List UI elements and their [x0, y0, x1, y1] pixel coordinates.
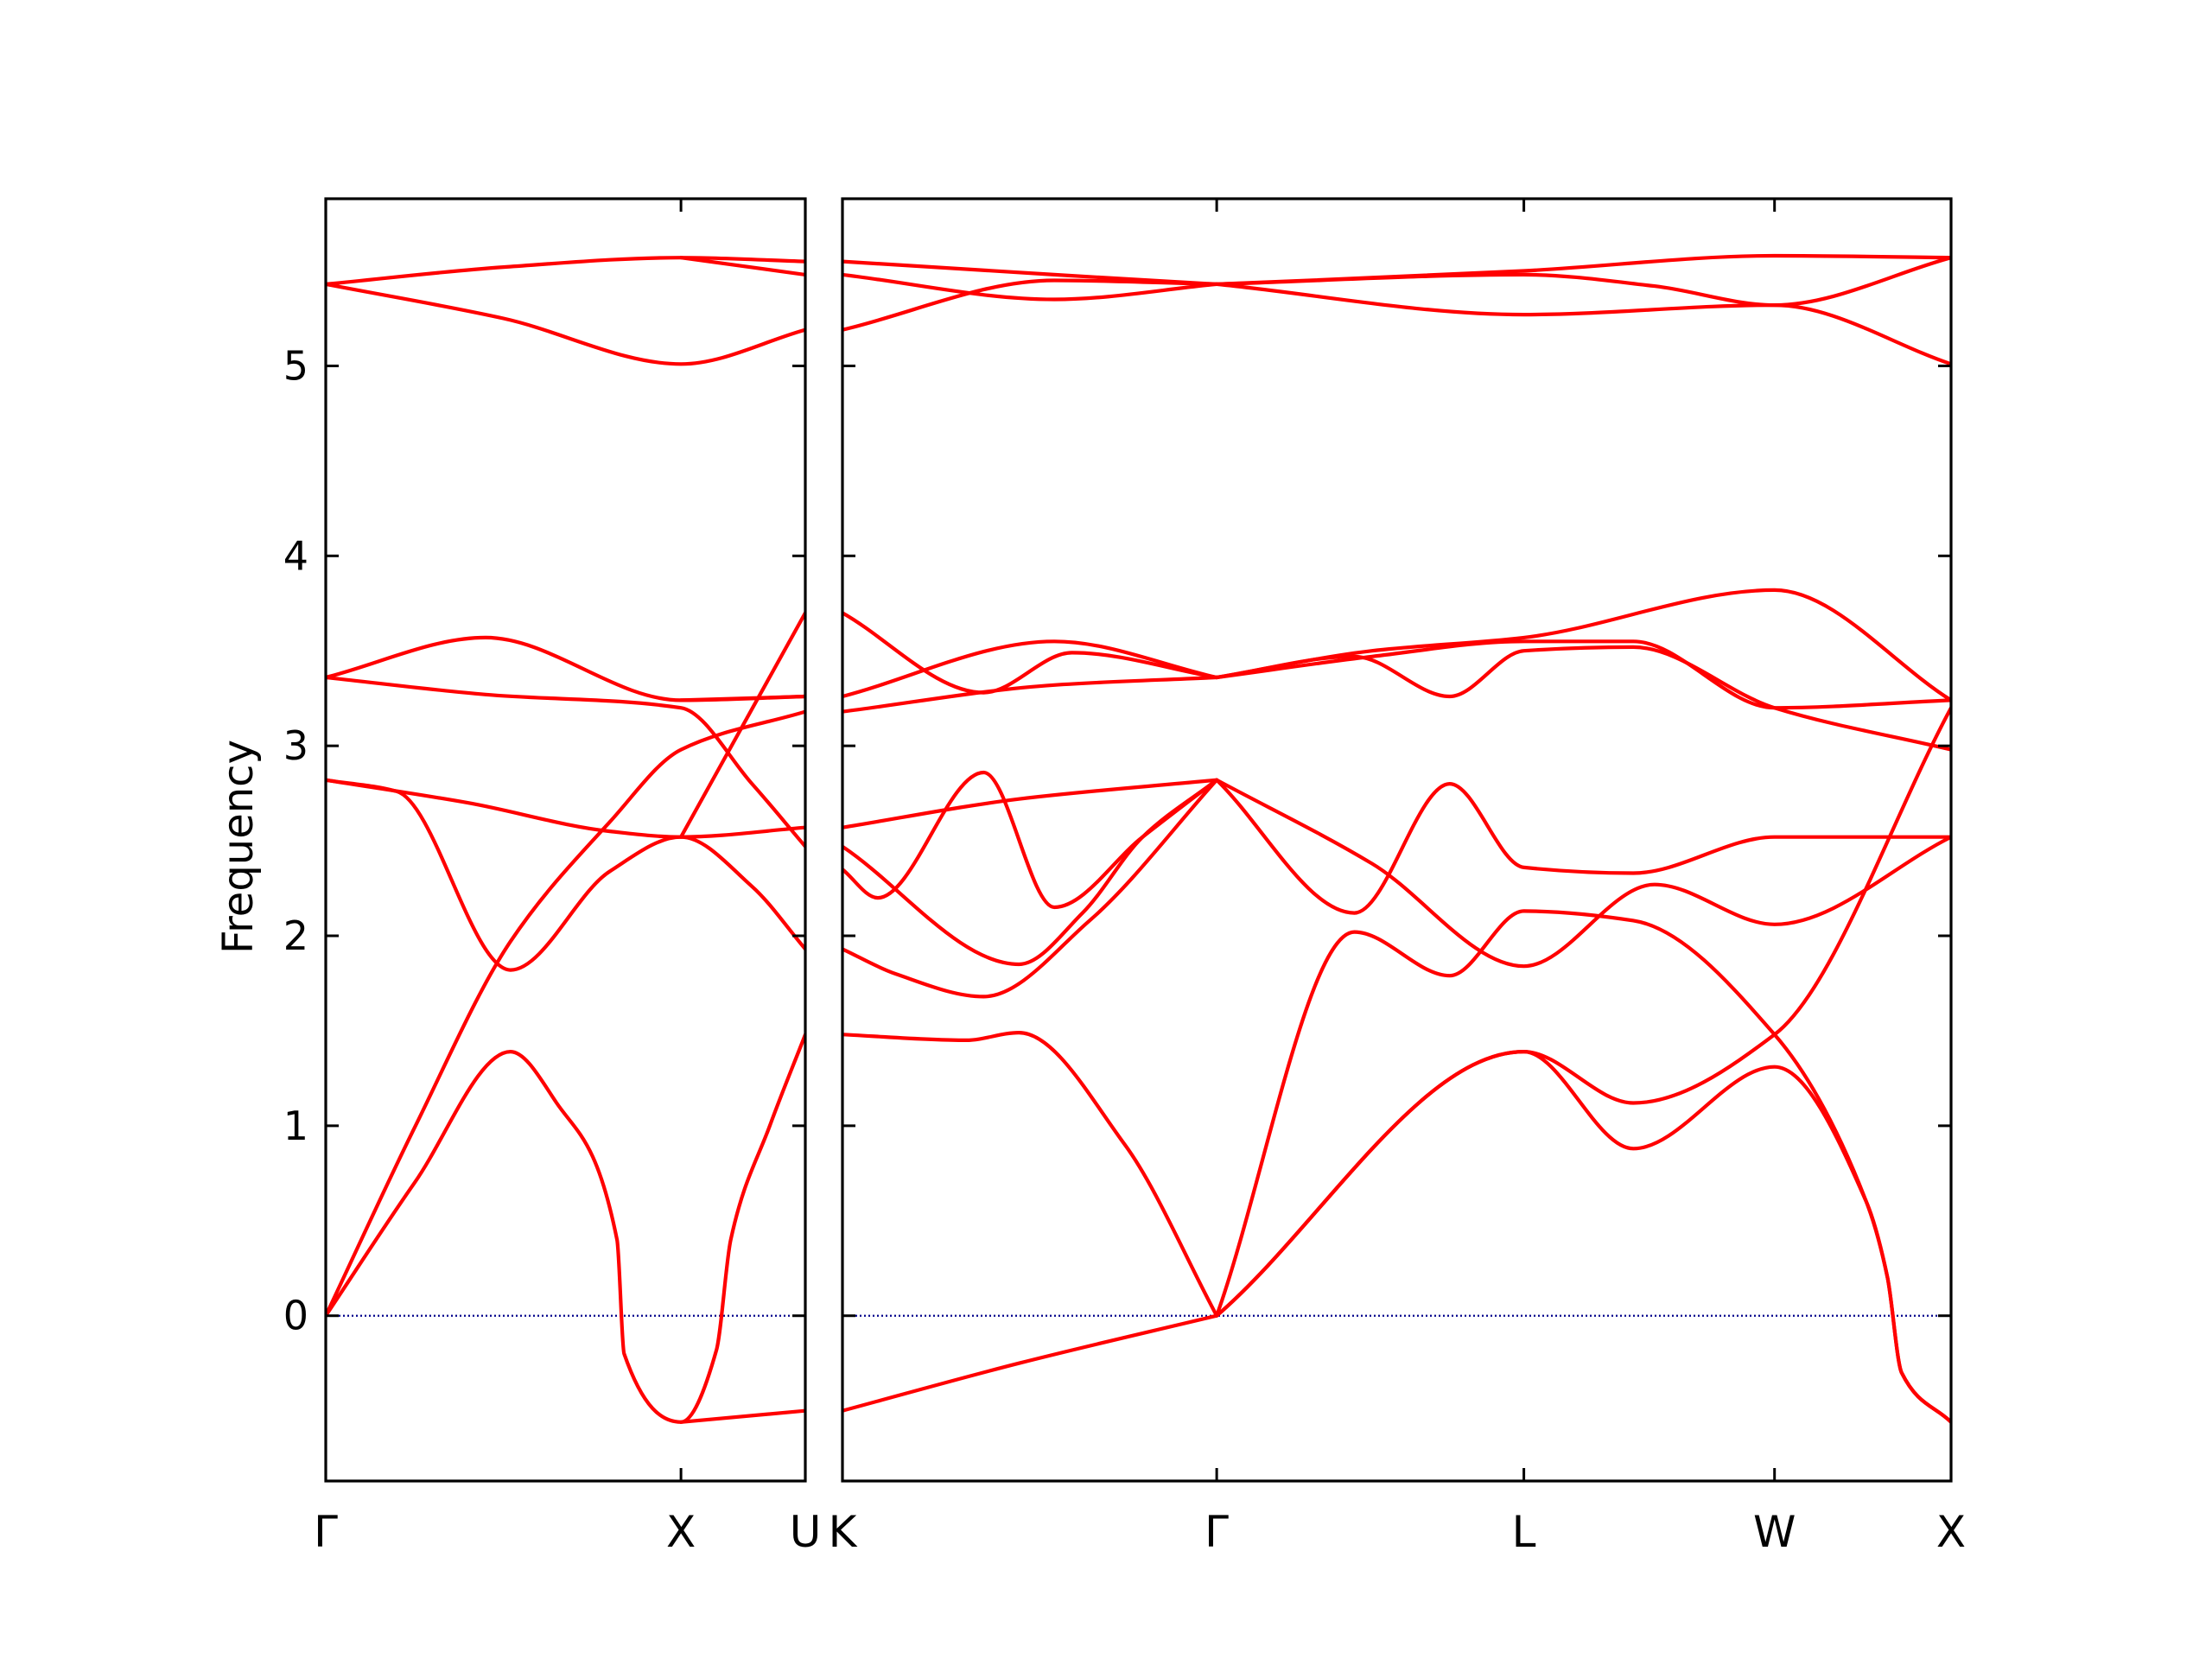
band-line — [679, 694, 805, 702]
band-line — [1215, 645, 1951, 752]
band-line — [679, 611, 805, 839]
band-line — [326, 282, 805, 366]
band-line — [1215, 706, 1951, 1318]
x-tick-label: L — [1512, 1507, 1536, 1557]
band-line — [1215, 909, 1951, 1424]
x-tick-label: K — [829, 1507, 858, 1557]
band-line — [326, 256, 805, 286]
x-tick-label: Γ — [1205, 1507, 1229, 1557]
y-axis-label: Frequency — [214, 740, 263, 954]
band-lines — [842, 253, 1951, 1424]
x-tick-label: U — [790, 1507, 822, 1557]
y-tick-label: 1 — [283, 1103, 308, 1149]
band-line — [842, 675, 1219, 714]
band-line — [842, 259, 1219, 286]
band-line — [679, 1408, 805, 1424]
band-line — [842, 778, 1219, 999]
band-line — [326, 709, 805, 1318]
x-tick-label: X — [666, 1507, 696, 1557]
band-line — [326, 675, 805, 849]
band-line — [842, 611, 1219, 695]
band-line — [842, 778, 1219, 830]
band-lines — [326, 256, 805, 1424]
band-line — [326, 778, 805, 972]
band-line — [842, 1031, 1219, 1318]
left-panel: 0 1 2 3 4 5 Γ X U — [283, 197, 822, 1557]
x-tick-label: Γ — [314, 1507, 338, 1557]
band-line — [1215, 253, 1951, 286]
band-line — [1215, 588, 1951, 702]
y-tick-label: 2 — [283, 912, 308, 959]
band-line — [326, 1033, 805, 1424]
y-tick-label: 5 — [283, 342, 308, 389]
plot-frame — [324, 197, 807, 1483]
x-tick-label: X — [1936, 1507, 1966, 1557]
band-line — [326, 778, 805, 839]
y-tick-label: 3 — [283, 722, 308, 769]
band-line — [679, 256, 805, 277]
band-line — [1215, 282, 1951, 366]
band-line — [1215, 639, 1951, 710]
band-line — [842, 639, 1219, 699]
plot-frame — [841, 197, 1953, 1483]
y-tick-label: 0 — [283, 1293, 308, 1339]
band-line — [842, 1313, 1219, 1413]
x-tick-label: W — [1753, 1507, 1796, 1557]
band-line — [842, 272, 1219, 302]
band-line — [842, 770, 1219, 910]
band-line — [1215, 778, 1951, 915]
band-line — [1215, 778, 1951, 969]
y-tick-label: 4 — [283, 532, 308, 579]
